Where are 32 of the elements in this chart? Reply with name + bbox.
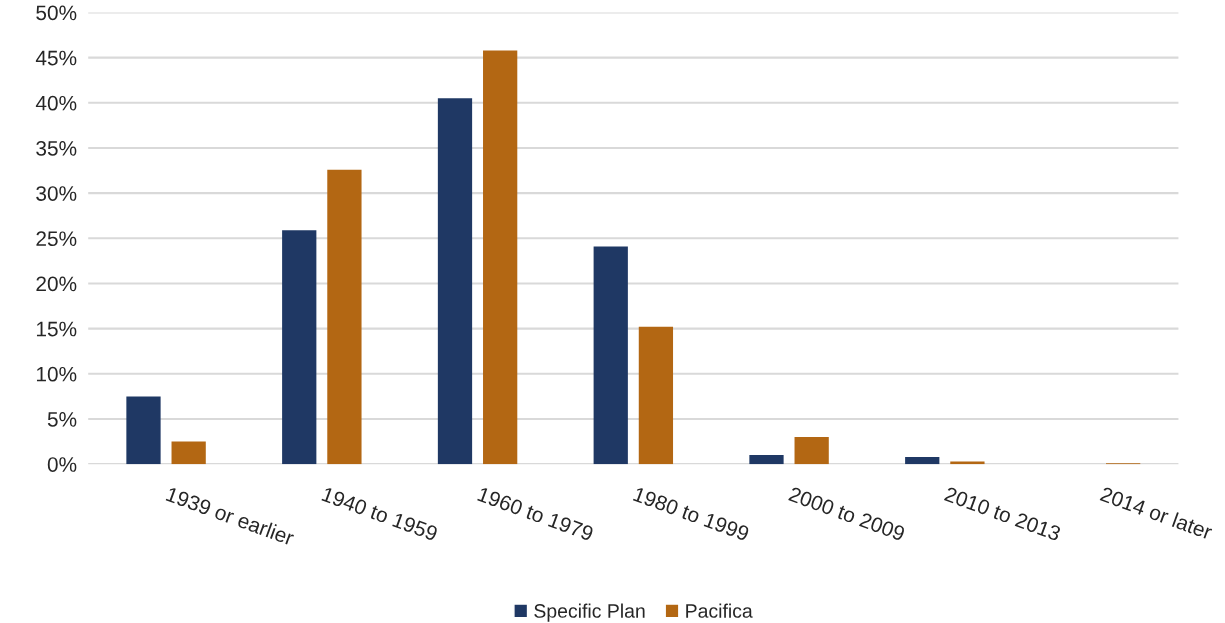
- y-tick-label: 35%: [36, 140, 77, 156]
- y-tick-label: 15%: [36, 321, 77, 337]
- y-tick-label: 20%: [36, 276, 77, 292]
- x-tick-label: 2010 to 2013: [943, 486, 1062, 542]
- x-tick-label: 1980 to 1999: [632, 486, 750, 542]
- y-tick-label: 50%: [36, 5, 77, 21]
- y-tick-label: 40%: [35, 95, 77, 111]
- y-tick-label: 25%: [36, 231, 77, 247]
- bar: [794, 437, 829, 465]
- bar: [437, 98, 473, 465]
- x-tick-label: 2014 or later: [1099, 485, 1214, 540]
- bar: [950, 461, 985, 465]
- x-tick-label: 2000 to 2009: [788, 486, 906, 542]
- x-tick-label: 1939 or earlier: [165, 486, 296, 546]
- y-tick-label: 0%: [47, 457, 77, 472]
- y-tick-label: 5%: [47, 412, 77, 427]
- y-tick-label: 10%: [36, 366, 77, 382]
- bar: [905, 456, 940, 465]
- bar: [282, 230, 317, 465]
- x-tick-label: 1960 to 1979: [477, 486, 595, 542]
- bar: [126, 396, 161, 465]
- x-tick-label: 1940 to 1959: [321, 486, 439, 542]
- bar: [638, 326, 674, 465]
- bar: [749, 455, 784, 465]
- legend-label: Pacifica: [686, 603, 753, 618]
- y-tick-label: 45%: [35, 50, 77, 66]
- bar: [171, 441, 206, 465]
- bar: [327, 169, 362, 465]
- y-tick-label: 30%: [36, 186, 77, 201]
- bar: [593, 246, 628, 465]
- bar: [483, 50, 518, 465]
- legend-label: Specific Plan: [534, 603, 645, 622]
